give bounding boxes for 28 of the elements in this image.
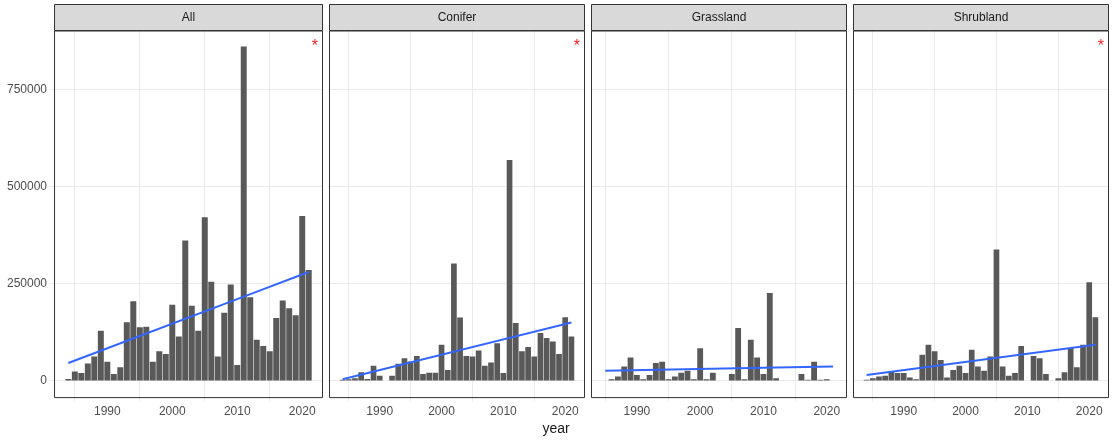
annotation: * xyxy=(311,37,318,55)
x-axis-title: year xyxy=(541,420,571,436)
x-tick-label: 1990 xyxy=(93,404,121,419)
chart-title: Shrubland xyxy=(953,9,1009,24)
x-tick-label: 2000 xyxy=(952,404,980,419)
y-tick-label: 250000 xyxy=(7,276,48,291)
x-tick-label: 2000 xyxy=(686,404,714,419)
chart-title: Conifer xyxy=(437,9,477,24)
y-tick-label: 750000 xyxy=(7,81,48,96)
x-tick-label: 2020 xyxy=(551,404,579,419)
x-tick-label: 2000 xyxy=(158,404,186,419)
x-tick-label: 2000 xyxy=(428,404,456,419)
x-tick-label: 2010 xyxy=(223,404,251,419)
x-tick-label: 2010 xyxy=(1014,404,1042,419)
x-tick-label: 1990 xyxy=(890,404,918,419)
x-tick-label: 1990 xyxy=(366,404,394,419)
annotation: * xyxy=(1097,37,1104,55)
annotation: * xyxy=(573,37,580,55)
x-tick-label: 2010 xyxy=(750,404,778,419)
y-tick-label: 500000 xyxy=(7,178,48,193)
x-tick-label: 2020 xyxy=(813,404,841,419)
x-tick-label: 2020 xyxy=(288,404,316,419)
x-tick-label: 2020 xyxy=(1075,404,1103,419)
chart-title: Grassland xyxy=(691,9,747,24)
chart-title: All xyxy=(181,9,196,24)
x-tick-label: 2010 xyxy=(490,404,518,419)
y-tick-label: 0 xyxy=(40,373,48,388)
x-tick-label: 1990 xyxy=(623,404,651,419)
